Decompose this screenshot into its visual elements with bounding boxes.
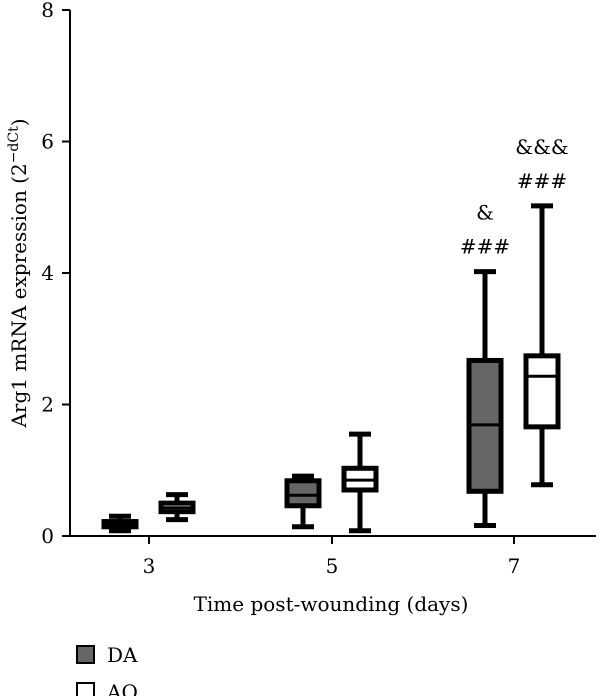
significance-label: & (476, 201, 494, 225)
x-tick-label: 3 (143, 554, 156, 578)
legend-swatch-ao (76, 682, 95, 696)
box-da-day-7 (466, 269, 504, 528)
annotations: &###&&&### (460, 135, 569, 259)
legend-swatch-da (76, 645, 95, 664)
legend-label-ao: AO (106, 680, 138, 696)
box-da-day-5 (284, 473, 322, 530)
significance-label: ### (460, 235, 510, 259)
y-tick-label: 0 (41, 524, 54, 548)
box-iqr (523, 353, 561, 430)
y-tick-label: 8 (41, 0, 54, 22)
legend-label-da: DA (107, 643, 138, 667)
legend: DA AO (76, 643, 138, 696)
box-da-day-3 (101, 513, 139, 534)
y-tick-label: 2 (41, 393, 54, 417)
x-axis-label: Time post-wounding (days) (194, 592, 469, 616)
y-tick-label: 4 (41, 261, 54, 285)
box-iqr (284, 478, 322, 509)
x-tick-label: 5 (326, 554, 339, 578)
significance-label: ### (517, 169, 567, 193)
axes: 0 2 4 6 8 3 5 7 (41, 0, 596, 578)
y-axis-label: Arg1 mRNA expression (2−dCt) (6, 118, 31, 428)
boxes (101, 203, 561, 534)
y-axis-label-superscript: −dCt (6, 126, 22, 163)
box-ao-day-5 (341, 431, 379, 534)
box-ao-day-7 (523, 203, 561, 488)
y-tick-label: 6 (41, 130, 54, 154)
x-tick-label: 7 (508, 554, 521, 578)
box-ao-day-3 (158, 492, 196, 523)
significance-label: &&& (515, 135, 568, 159)
